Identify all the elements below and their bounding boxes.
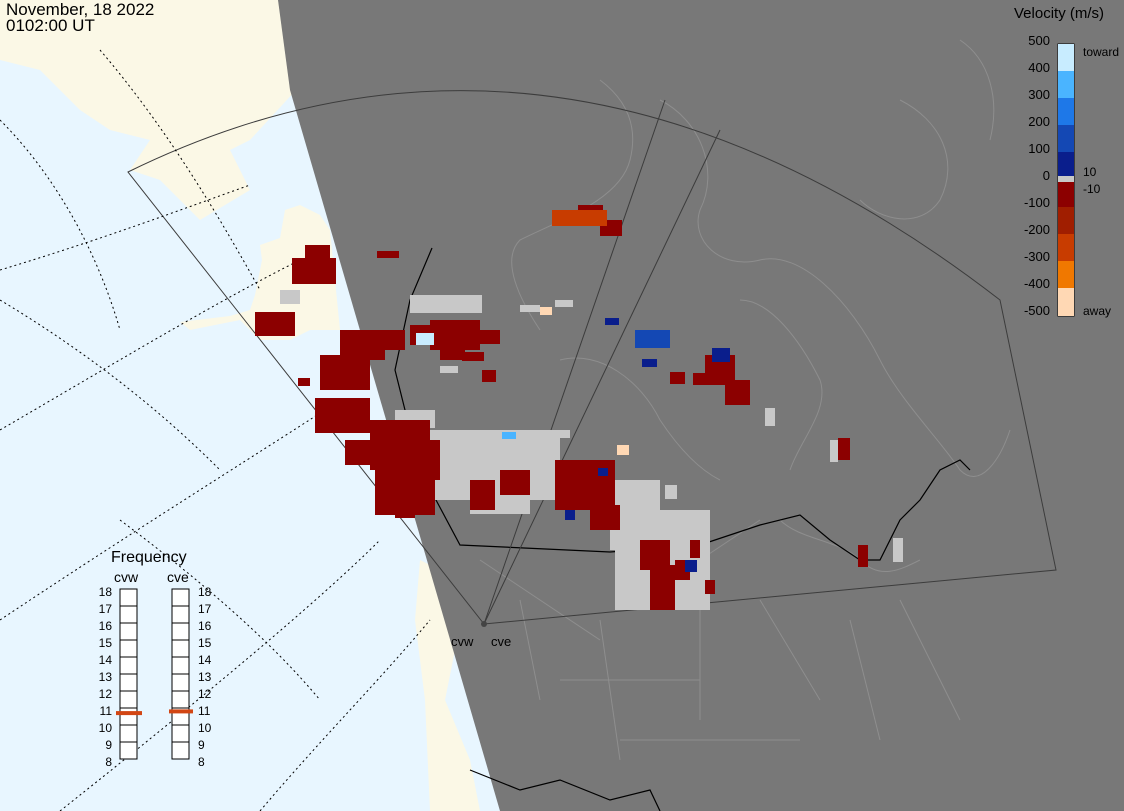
freq-tick-left: 15: [99, 636, 113, 650]
velocity-colorbar: 500 400 300 200 100 0 -100 -200 -300 -40…: [1024, 33, 1119, 318]
colorbar-threshold-pos: 10: [1083, 165, 1097, 179]
freq-tick-left: 17: [99, 602, 113, 616]
colorbar-tick: -400: [1024, 276, 1050, 291]
colorbar-tick: -200: [1024, 222, 1050, 237]
radar-site-marker: [481, 621, 487, 627]
freq-tick-right: 9: [198, 738, 205, 752]
freq-marker-cve: [169, 709, 193, 714]
lat-lon-grid: [0, 49, 431, 811]
velocity-cells-away: [255, 205, 868, 610]
freq-tick-left: 9: [105, 738, 112, 752]
frequency-panel-title: Frequency: [111, 549, 187, 566]
time-label: 0102:00 UT: [6, 16, 95, 35]
velocity-cells-fast-away: [552, 210, 607, 226]
freq-marker-cvw: [116, 711, 142, 716]
freq-tick-right: 18: [198, 585, 212, 599]
coastlines: [479, 39, 1011, 761]
freq-radar-label-cve: cve: [167, 569, 189, 585]
colorbar-tick: 0: [1043, 168, 1050, 183]
country-borders: [394, 247, 971, 811]
velocity-cells-toward: [416, 318, 730, 572]
alaska-land-2: [180, 205, 340, 340]
freq-tick-right: 17: [198, 602, 212, 616]
timestamp-header: November, 18 2022 0102:00 UT: [6, 0, 155, 35]
date-label: November, 18 2022: [6, 0, 155, 19]
colorbar-tick: 400: [1028, 60, 1050, 75]
freq-tick-left: 16: [99, 619, 113, 633]
colorbar-tick: 300: [1028, 87, 1050, 102]
freq-tick-left: 18: [99, 585, 113, 599]
radar-fov: [127, 90, 1057, 625]
freq-tick-left: 13: [99, 670, 113, 684]
freq-tick-right: 11: [198, 704, 211, 718]
freq-tick-right: 13: [198, 670, 212, 684]
freq-tick-right: 12: [198, 687, 212, 701]
colorbar-toward-label: toward: [1083, 45, 1119, 59]
colorbar-tick: -300: [1024, 249, 1050, 264]
freq-tick-right: 14: [198, 653, 212, 667]
freq-tick-left: 12: [99, 687, 113, 701]
site-label-cve: cve: [491, 634, 511, 649]
freq-gridlines: [120, 605, 189, 743]
freq-tick-right: 10: [198, 721, 212, 735]
freq-tick-left: 11: [100, 704, 113, 718]
freq-tick-left: 10: [99, 721, 113, 735]
colorbar-tick: 500: [1028, 33, 1050, 48]
colorbar-tick: 100: [1028, 141, 1050, 156]
freq-tick-right: 8: [198, 755, 205, 769]
colorbar-threshold-neg: -10: [1083, 182, 1101, 196]
freq-tick-right: 15: [198, 636, 212, 650]
colorbar-tick: -500: [1024, 303, 1050, 318]
colorbar-tick: 200: [1028, 114, 1050, 129]
freq-tick-left: 8: [105, 755, 112, 769]
freq-tick-right: 16: [198, 619, 212, 633]
site-label-cvw: cvw: [451, 634, 474, 649]
freq-ticks: 18 17 16 15 14 13 12 11 10 9 8 18 17 16 …: [99, 585, 212, 769]
velocity-cell-max-away: [540, 307, 552, 315]
freq-tick-left: 14: [99, 653, 113, 667]
velocity-legend-title: Velocity (m/s): [1014, 5, 1105, 22]
colorbar-away-label: away: [1083, 304, 1111, 318]
colorbar-tick: -100: [1024, 195, 1050, 210]
frequency-panel: cvw cve 18 17 16 15 14 13: [99, 569, 212, 769]
freq-radar-label-cvw: cvw: [114, 569, 139, 585]
velocity-cell-max-away-2: [617, 445, 629, 455]
